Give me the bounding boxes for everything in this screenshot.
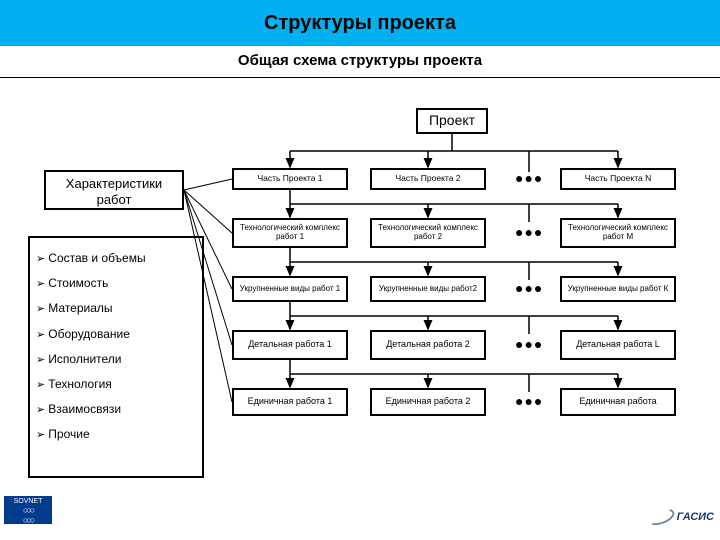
- node-box: Детальная работа 2: [370, 330, 486, 360]
- logo-gasis: ГАСИС: [647, 510, 714, 524]
- node-box: Детальная работа 1: [232, 330, 348, 360]
- page-subtitle: Общая схема структуры проекта: [0, 46, 720, 77]
- bullet-item: Стоимость: [36, 271, 196, 296]
- logo-gasis-text: ГАСИС: [677, 511, 714, 523]
- node-box: Укрупненные виды работ 1: [232, 276, 348, 302]
- node-box: Единичная работа 2: [370, 388, 486, 416]
- ellipsis: ●●●: [515, 280, 543, 296]
- node-box: Единичная работа 1: [232, 388, 348, 416]
- characteristics-box: Характеристики работ: [44, 170, 184, 210]
- ellipsis: ●●●: [515, 224, 543, 240]
- node-box: Укрупненные виды работ2: [370, 276, 486, 302]
- node-box: Единичная работа: [560, 388, 676, 416]
- node-box: Укрупненные виды работ К: [560, 276, 676, 302]
- node-box: Часть Проекта N: [560, 168, 676, 190]
- swoosh-icon: [645, 506, 676, 529]
- diagram-area: Проект Характеристики работ Состав и объ…: [0, 78, 720, 528]
- bullet-item: Технология: [36, 372, 196, 397]
- node-box: Детальная работа L: [560, 330, 676, 360]
- bullet-item: Исполнители: [36, 347, 196, 372]
- page-title: Структуры проекта: [264, 12, 456, 35]
- logo-rings-icon: ○○○○○○: [4, 506, 52, 526]
- bullet-item: Оборудование: [36, 322, 196, 347]
- bullet-item: Прочие: [36, 422, 196, 447]
- ellipsis: ●●●: [515, 170, 543, 186]
- node-box: Часть Проекта 1: [232, 168, 348, 190]
- root-node: Проект: [416, 108, 488, 134]
- bullet-item: Взаимосвязи: [36, 397, 196, 422]
- node-box: Технологический комплекс работ 1: [232, 218, 348, 248]
- logo-sovnet: SOVNET ○○○○○○: [4, 496, 52, 524]
- node-box: Часть Проекта 2: [370, 168, 486, 190]
- node-box: Технологический комплекс работ М: [560, 218, 676, 248]
- characteristics-list: Состав и объемыСтоимостьМатериалыОборудо…: [28, 236, 204, 478]
- bullet-item: Материалы: [36, 296, 196, 321]
- characteristics-title: Характеристики работ: [66, 176, 162, 207]
- ellipsis: ●●●: [515, 336, 543, 352]
- node-box: Технологический комплекс работ 2: [370, 218, 486, 248]
- bullet-item: Состав и объемы: [36, 246, 196, 271]
- ellipsis: ●●●: [515, 393, 543, 409]
- header-bar: Структуры проекта: [0, 0, 720, 46]
